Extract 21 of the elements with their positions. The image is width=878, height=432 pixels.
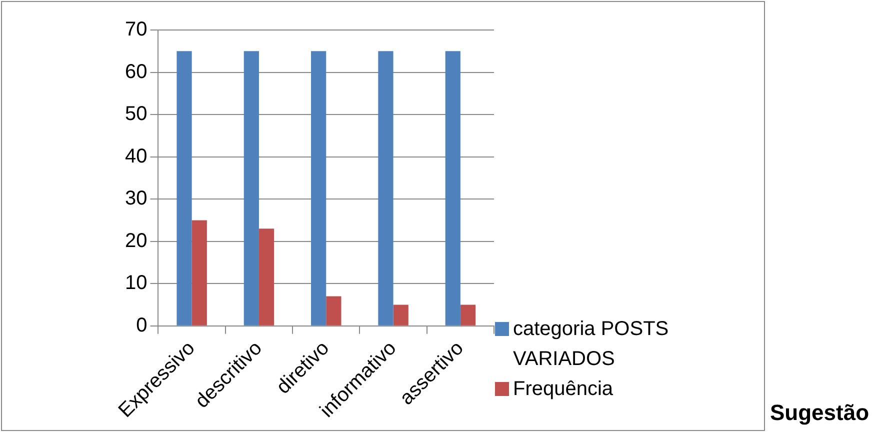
bar	[176, 51, 192, 326]
bar	[192, 220, 207, 326]
y-tick-label: 50	[124, 103, 148, 126]
bar	[393, 304, 408, 326]
legend-label: categoria POSTS VARIADOS	[513, 317, 670, 372]
legend-label: Frequência	[513, 377, 614, 402]
y-tick-label: 10	[124, 272, 148, 294]
text: Sugestão	[770, 400, 870, 426]
y-tick-label: 40	[124, 145, 148, 168]
bar	[460, 304, 476, 326]
y-tick-label: 60	[124, 60, 148, 83]
y-tick-label: 70	[124, 18, 148, 41]
bar	[244, 51, 259, 326]
bar	[258, 228, 274, 326]
bar	[311, 51, 326, 326]
bar	[378, 51, 394, 326]
y-tick-label: 0	[136, 314, 148, 336]
bar	[326, 296, 342, 326]
y-tick-label: 30	[124, 188, 148, 210]
bar	[445, 51, 460, 326]
y-tick-label: 20	[124, 230, 148, 252]
